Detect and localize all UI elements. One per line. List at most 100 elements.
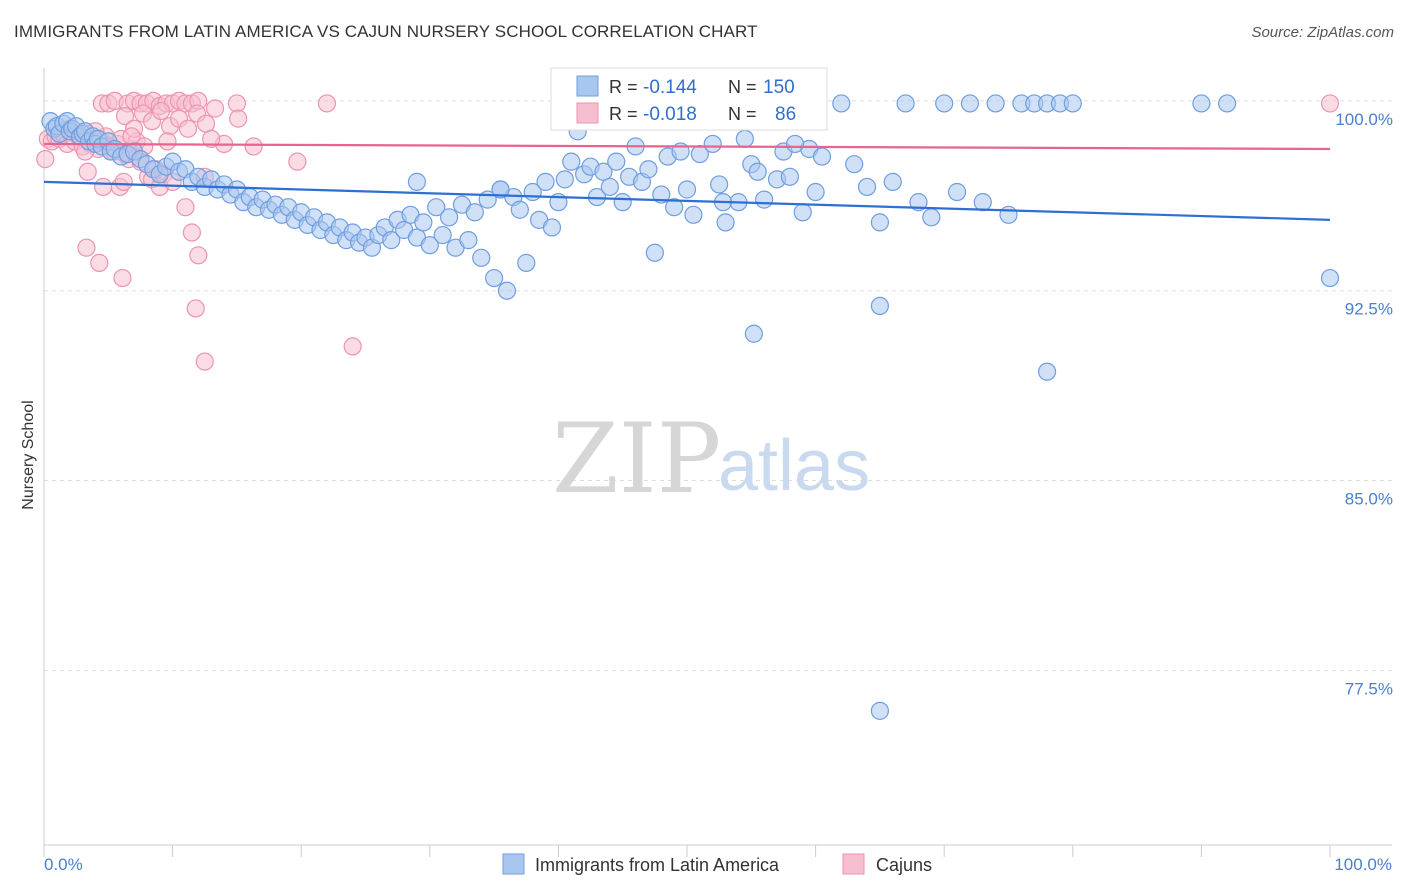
- cajuns-point-45: [195, 352, 214, 371]
- stats-n-label-2: N =: [728, 104, 757, 124]
- cajuns-point-64: [317, 94, 337, 113]
- latin-america-point-138: [935, 94, 954, 113]
- y-axis-label: Nursery School: [20, 400, 37, 509]
- latin-america-point-130: [832, 94, 851, 113]
- cajuns-point-75: [196, 114, 216, 133]
- latin-america-point-71: [439, 208, 459, 227]
- latin-america-point-154: [1037, 362, 1057, 381]
- legend-swatch-cajuns: [842, 853, 865, 875]
- latin-america-point-142: [986, 94, 1005, 113]
- cajuns-point-65: [1320, 94, 1340, 113]
- series-legend: Immigrants from Latin America Cajuns: [502, 853, 932, 875]
- y-tick-labels: 100.0% 92.5% 85.0% 77.5%: [1335, 110, 1393, 698]
- latin-america-point-140: [960, 94, 980, 113]
- stats-r-value-2: -0.018: [643, 104, 697, 125]
- cajuns-trendline: [43, 142, 1331, 151]
- latin-america-point-74: [459, 231, 478, 250]
- latin-america-point-95: [594, 162, 613, 181]
- latin-america-point-134: [883, 172, 902, 191]
- latin-america-point-156: [785, 134, 805, 154]
- y-tick-label-1: 92.5%: [1345, 300, 1393, 319]
- latin-america-point-136: [909, 193, 928, 212]
- cajuns-point-79: [244, 137, 263, 156]
- latin-america-point-87: [542, 218, 562, 237]
- latin-america-point-143: [999, 205, 1018, 224]
- latin-america-point-152: [744, 324, 763, 343]
- latin-america-point-103: [645, 243, 664, 262]
- cajuns-point-42: [113, 268, 132, 288]
- latin-america-point-78: [485, 268, 504, 288]
- x-tick-label-max: 100.0%: [1334, 855, 1392, 874]
- latin-america-point-75: [465, 203, 484, 222]
- latin-america-point-106: [665, 198, 684, 217]
- cajuns-point-73: [178, 119, 198, 138]
- cajuns-point-40: [77, 238, 96, 257]
- cajuns-points: [36, 91, 1340, 371]
- latin-america-point-62: [382, 231, 401, 250]
- latin-america-point-149: [1192, 94, 1211, 113]
- y-tick-label-0: 100.0%: [1335, 110, 1393, 129]
- latin-america-points: [41, 94, 1340, 720]
- watermark-zip: ZIP: [552, 403, 721, 515]
- stats-legend: R = -0.144 N = 150 R = -0.018 N = 86: [550, 67, 828, 131]
- cajuns-point-0: [36, 150, 55, 169]
- latin-america-point-86: [536, 172, 555, 191]
- cajuns-point-70: [151, 101, 171, 121]
- latin-america-point-96: [600, 177, 619, 197]
- cajuns-point-83: [122, 127, 141, 146]
- latin-america-point-155: [870, 701, 890, 720]
- latin-america-point-117: [735, 129, 754, 148]
- legend-label-latin-america: Immigrants from Latin America: [535, 855, 780, 875]
- latin-america-point-114: [716, 213, 735, 232]
- latin-america-point-119: [748, 162, 767, 181]
- latin-america-point-80: [497, 281, 517, 300]
- stats-r-value-1: -0.144: [643, 77, 697, 98]
- latin-america-point-109: [684, 205, 703, 224]
- cajuns-point-37: [176, 198, 195, 217]
- latin-america-point-148: [1063, 94, 1082, 113]
- cajuns-point-43: [189, 246, 208, 265]
- source-credit: Source: ZipAtlas.com: [1251, 24, 1394, 41]
- stats-n-value-1: 150: [763, 77, 795, 98]
- latin-america-point-150: [1320, 268, 1340, 288]
- cajuns-point-63: [227, 94, 246, 113]
- latin-america-point-90: [562, 152, 581, 171]
- latin-america-trendline: [43, 180, 1331, 221]
- cajuns-point-84: [158, 132, 177, 151]
- latin-america-point-108: [677, 180, 697, 199]
- cajuns-point-35: [114, 172, 133, 191]
- latin-america-point-128: [806, 182, 825, 202]
- latin-america-point-89: [555, 170, 574, 189]
- cajuns-point-41: [90, 253, 109, 272]
- legend-label-cajuns: Cajuns: [876, 855, 932, 875]
- latin-america-point-68: [420, 236, 439, 255]
- stats-r-label-1: R =: [609, 77, 638, 97]
- latin-america-point-76: [472, 248, 491, 267]
- cajuns-point-85: [202, 129, 221, 148]
- cajuns-point-44: [186, 299, 205, 318]
- cajuns-point-47: [288, 152, 307, 171]
- x-tick-label-min: 0.0%: [44, 855, 83, 874]
- latin-america-point-69: [427, 198, 446, 217]
- latin-america-point-133: [870, 213, 890, 232]
- y-tick-label-2: 85.0%: [1345, 490, 1393, 509]
- latin-america-point-97: [607, 152, 626, 171]
- cajuns-point-32: [78, 162, 97, 181]
- cajuns-point-33: [94, 177, 113, 197]
- latin-america-point-151: [1218, 94, 1237, 113]
- stats-n-value-2: 86: [775, 104, 796, 125]
- latin-america-point-120: [755, 190, 774, 209]
- cajuns-point-78: [229, 109, 248, 128]
- latin-america-point-137: [922, 208, 941, 227]
- latin-america-point-159: [407, 172, 427, 191]
- y-tick-label-3: 77.5%: [1345, 679, 1393, 698]
- latin-america-point-139: [947, 182, 967, 202]
- latin-america-point-67: [414, 213, 433, 232]
- latin-america-point-102: [639, 160, 658, 179]
- stats-r-label-2: R =: [609, 104, 638, 124]
- stats-swatch-pink: [576, 102, 599, 124]
- stats-swatch-blue: [576, 75, 599, 97]
- chart-title: IMMIGRANTS FROM LATIN AMERICA VS CAJUN N…: [14, 22, 758, 41]
- latin-america-point-112: [703, 134, 722, 154]
